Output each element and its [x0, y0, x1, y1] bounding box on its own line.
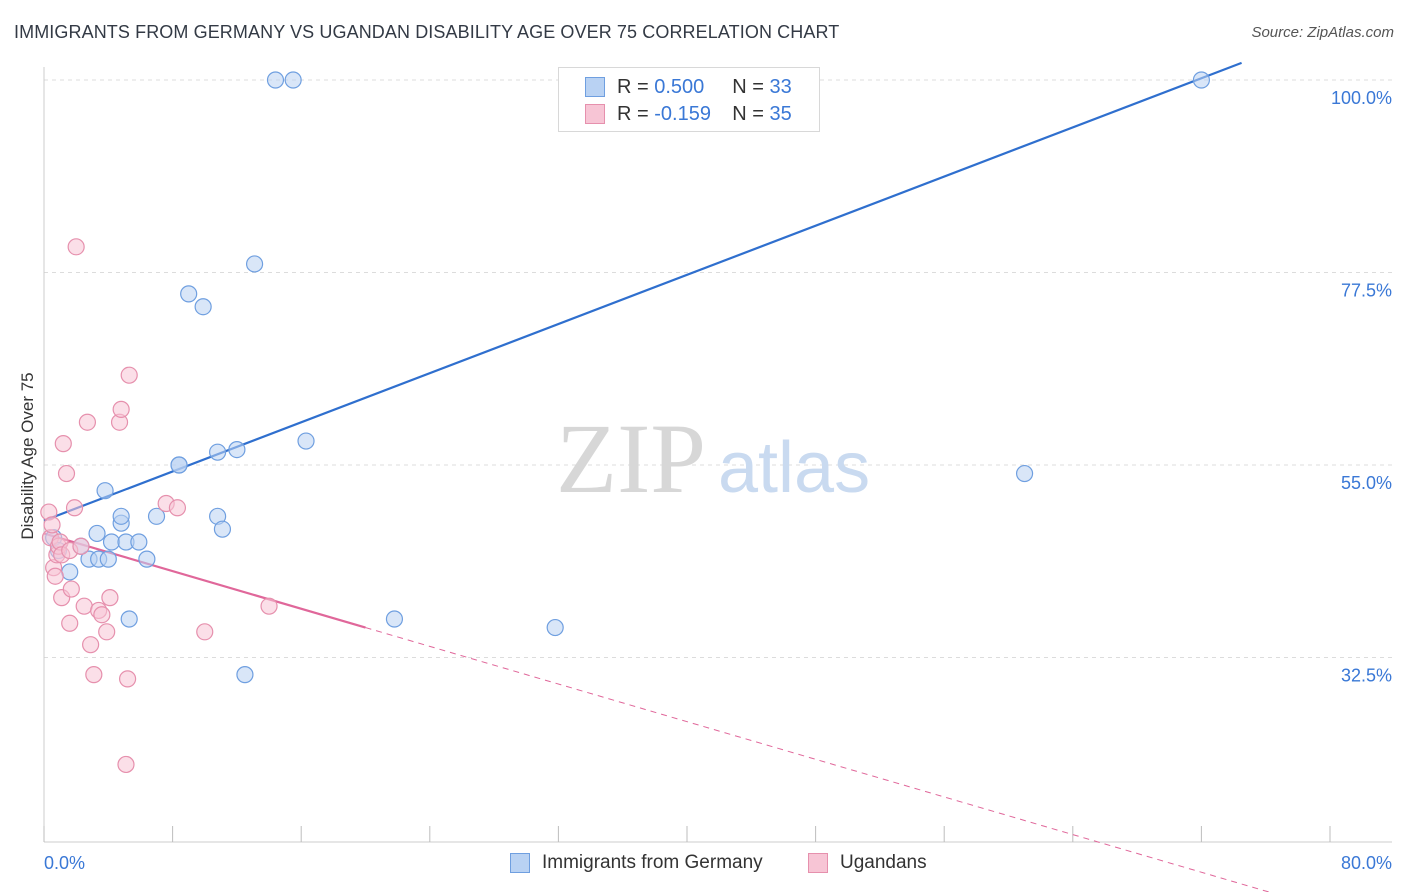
legend-r-ugandans: -0.159: [654, 102, 711, 125]
trend-line: [43, 532, 366, 629]
data-point: [213, 520, 232, 538]
data-point: [93, 606, 111, 624]
legend-r-germany: 0.500: [654, 75, 705, 98]
data-point: [245, 255, 264, 273]
data-point: [209, 443, 227, 461]
y-tick-label: 100.0%: [1331, 88, 1392, 108]
data-point: [88, 524, 106, 543]
bottom-legend-germany-label: Immigrants from Germany: [542, 852, 763, 873]
data-point: [168, 499, 187, 517]
legend-n-germany: 33: [769, 75, 792, 98]
y-tick-label: 32.5%: [1341, 666, 1392, 686]
data-point: [65, 499, 84, 517]
data-point: [1015, 464, 1034, 483]
data-point: [46, 567, 64, 585]
watermark-zip: ZIP: [556, 403, 706, 514]
grid-lines: [44, 79, 1392, 658]
bottom-legend-ugandans-label: Ugandans: [840, 852, 927, 873]
y-tick-label: 55.0%: [1341, 473, 1392, 493]
data-point: [112, 400, 130, 418]
data-point: [72, 537, 90, 555]
bottom-legend-ugandans: Ugandans: [808, 852, 927, 874]
data-point: [85, 666, 103, 684]
data-point: [117, 755, 135, 774]
data-point: [170, 456, 188, 474]
data-point: [120, 366, 138, 384]
bottom-swatch-germany: [510, 853, 530, 873]
data-point: [57, 464, 76, 483]
data-point: [130, 533, 148, 551]
watermark-atlas: atlas: [718, 428, 870, 508]
legend-n-ugandans: 35: [769, 102, 792, 125]
y-axis-label: Disability Age Over 75: [18, 372, 37, 539]
data-point: [1192, 71, 1211, 89]
tick-labels: 32.5% 55.0% 77.5% 100.0% 0.0% 80.0%: [44, 88, 1392, 873]
source-label: Source: ZipAtlas.com: [1251, 24, 1394, 41]
data-point: [54, 435, 72, 453]
legend-r-label: R =: [617, 102, 649, 125]
correlation-legend: R = 0.500 N = 33 R = -0.159 N = 35: [558, 67, 820, 132]
data-point: [120, 610, 138, 628]
x-tick-label: 80.0%: [1341, 853, 1392, 873]
data-point: [98, 623, 116, 641]
bottom-swatch-ugandans: [808, 853, 828, 873]
data-point: [75, 597, 93, 615]
data-point: [228, 441, 246, 459]
legend-row-germany: R = 0.500 N = 33: [585, 74, 792, 100]
data-point: [297, 432, 315, 450]
x-tick-label: 0.0%: [44, 853, 85, 873]
data-point: [385, 610, 404, 628]
data-point: [147, 507, 166, 525]
data-point: [112, 507, 130, 525]
data-point: [138, 550, 156, 568]
data-point: [260, 597, 278, 615]
data-point: [61, 563, 79, 581]
data-point: [67, 238, 85, 256]
legend-n-label: N =: [732, 75, 764, 98]
chart-title: IMMIGRANTS FROM GERMANY VS UGANDAN DISAB…: [14, 22, 840, 42]
bottom-legend-germany: Immigrants from Germany: [510, 852, 763, 874]
axes: [43, 67, 1392, 843]
data-points: [40, 71, 1211, 774]
data-point: [284, 71, 302, 89]
data-point: [118, 670, 137, 688]
data-point: [43, 516, 61, 534]
legend-swatch-germany: [585, 77, 605, 97]
legend-row-ugandans: R = -0.159 N = 35: [585, 101, 792, 127]
trend-line-dashed: [365, 627, 1271, 892]
data-point: [236, 666, 254, 684]
data-point: [61, 614, 79, 632]
data-point: [194, 298, 212, 316]
data-point: [102, 533, 121, 551]
legend-swatch-ugandans: [585, 104, 605, 124]
data-point: [82, 636, 100, 654]
data-point: [99, 550, 117, 568]
data-point: [180, 285, 198, 303]
data-point: [101, 589, 119, 607]
data-point: [196, 623, 214, 641]
data-point: [78, 413, 97, 431]
data-point: [266, 71, 285, 89]
legend-n-label: N =: [732, 102, 764, 125]
data-point: [62, 580, 80, 598]
legend-r-label: R =: [617, 75, 649, 98]
data-point: [546, 618, 564, 637]
data-point: [96, 482, 114, 500]
y-tick-label: 77.5%: [1341, 281, 1392, 301]
